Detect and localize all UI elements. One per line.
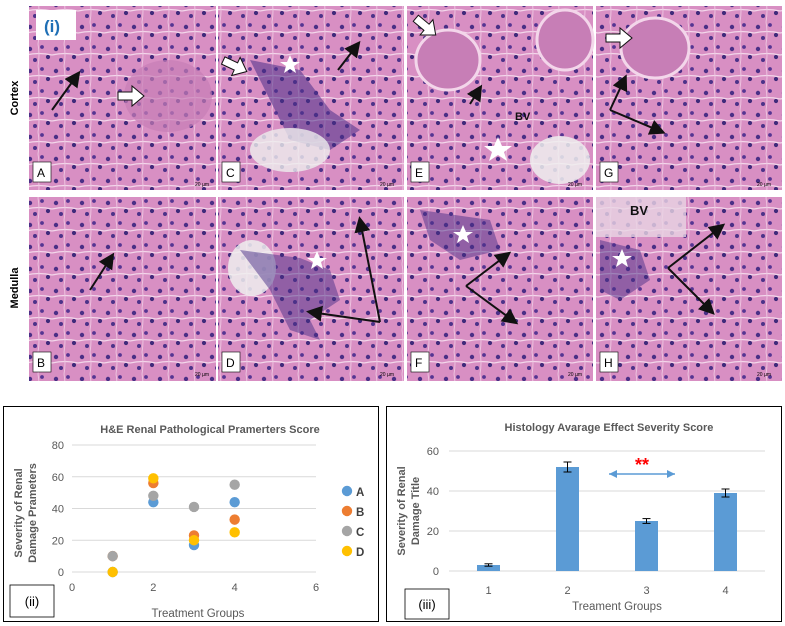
bar-group-4	[714, 493, 737, 571]
legend-label-a: A	[356, 487, 364, 499]
row-label-medulla: Medulla	[9, 267, 21, 309]
scatter-chart-panel: H&E Renal Pathological Pramerters Score …	[3, 406, 379, 622]
panel-tag-iii: (iii)	[418, 597, 435, 612]
y-tick-label: 40	[427, 486, 439, 498]
scatter-chart: H&E Renal Pathological Pramerters Score …	[9, 424, 364, 620]
x-tick-label: 4	[722, 585, 728, 597]
legend-marker-a	[341, 485, 353, 497]
significance-marker: **	[635, 455, 649, 475]
panel-letter-c: C	[226, 166, 235, 180]
bar-chart: Histology Avarage Effect Severity Score …	[396, 422, 765, 620]
data-points	[107, 473, 240, 578]
legend-marker-b	[341, 505, 353, 517]
bars	[477, 461, 737, 571]
y-axis-title-line2: Damage Prameters	[27, 463, 39, 563]
panel-d: D 20 µm	[218, 197, 404, 381]
panel-b: B 20 µm	[29, 197, 216, 381]
panel-letter-h: H	[604, 356, 613, 370]
y-tick-label: 0	[58, 567, 64, 579]
point-series-d	[148, 473, 159, 484]
panel-letter-b: B	[37, 356, 45, 370]
point-series-d	[107, 566, 118, 578]
x-axis-title: Treament Groups	[572, 601, 662, 613]
scale-bar-label: 20 µm	[568, 372, 582, 378]
x-tick-labels: 1 2 3 4	[485, 585, 728, 597]
scale-bar-label: 20 µm	[757, 372, 771, 378]
x-tick-label: 3	[643, 585, 649, 597]
point-series-c	[229, 479, 240, 490]
bar-group-2	[556, 467, 579, 571]
point-series-a	[229, 496, 240, 508]
x-tick-label: 6	[313, 582, 319, 594]
y-tick-label: 40	[52, 504, 64, 516]
bv-label-h: BV	[630, 203, 648, 218]
legend-marker-d	[341, 545, 353, 557]
x-axis-title: Treatment Groups	[152, 608, 245, 620]
panel-letter-f: F	[415, 356, 422, 370]
x-tick-label: 0	[69, 582, 75, 594]
legend-label-d: D	[356, 547, 364, 559]
y-tick-label: 20	[52, 535, 64, 547]
point-series-d	[188, 535, 200, 546]
bar-group-1	[477, 565, 500, 571]
scale-bar-label: 20 µm	[757, 182, 771, 188]
bar-chart-panel: Histology Avarage Effect Severity Score …	[386, 406, 782, 622]
y-tick-label: 80	[52, 440, 64, 452]
panel-letter-e: E	[415, 166, 423, 180]
gridlines	[449, 450, 765, 572]
y-tick-label: 60	[427, 446, 439, 458]
point-series-b	[229, 514, 240, 525]
scale-bar-label: 20 µm	[380, 372, 394, 378]
legend-label-c: C	[356, 527, 364, 539]
panel-letter-g: G	[604, 166, 613, 180]
legend-label-b: B	[356, 507, 364, 519]
point-series-c	[107, 550, 118, 562]
bar-group-3	[635, 521, 658, 571]
y-tick-label: 20	[427, 526, 439, 538]
histology-figure: Cortex Medulla A 20 µm (i) C 20 µm BV E	[9, 6, 782, 381]
chart-title: H&E Renal Pathological Pramerters Score	[100, 424, 319, 436]
y-tick-labels: 0 20 40 60	[427, 446, 439, 578]
chart-title: Histology Avarage Effect Severity Score	[505, 422, 714, 434]
row-label-cortex: Cortex	[9, 80, 21, 116]
legend-marker-c	[341, 525, 353, 537]
point-series-d	[229, 527, 240, 538]
y-axis-title-line1: Severity of Renal	[13, 468, 25, 557]
x-tick-label: 2	[564, 585, 570, 597]
x-tick-labels: 0 2 4 6	[69, 582, 319, 594]
y-tick-labels: 0 20 40 60 80	[52, 440, 64, 579]
scale-bar-label: 20 µm	[568, 182, 582, 188]
scale-bar-label: 20 µm	[195, 372, 209, 378]
panel-tag-ii: (ii)	[25, 594, 39, 609]
scale-bar-label: 20 µm	[380, 182, 394, 188]
scale-bar-label: 20 µm	[195, 182, 209, 188]
point-series-c	[148, 490, 159, 501]
panel-e: BV E 20 µm	[407, 6, 595, 190]
panel-g: G 20 µm	[596, 6, 782, 190]
panel-marker-i: (i)	[44, 17, 60, 36]
panel-f: F 20 µm	[407, 197, 593, 381]
y-axis-title-line2: Damage Title	[410, 477, 422, 545]
y-axis-title-line1: Severity of Renal	[396, 466, 408, 555]
y-tick-label: 0	[433, 566, 439, 578]
point-series-c	[188, 501, 200, 513]
x-tick-label: 1	[485, 585, 491, 597]
x-tick-label: 2	[150, 582, 156, 594]
bv-label-e: BV	[515, 111, 531, 123]
panel-letter-d: D	[226, 356, 235, 370]
y-tick-label: 60	[52, 472, 64, 484]
panel-a: A 20 µm	[29, 6, 216, 190]
panel-c: C 20 µm	[218, 6, 404, 190]
significance-annotation: **	[609, 455, 675, 478]
x-tick-label: 4	[232, 582, 238, 594]
panel-h: BV H 20 µm	[596, 197, 782, 381]
panel-letter-a: A	[37, 166, 45, 180]
